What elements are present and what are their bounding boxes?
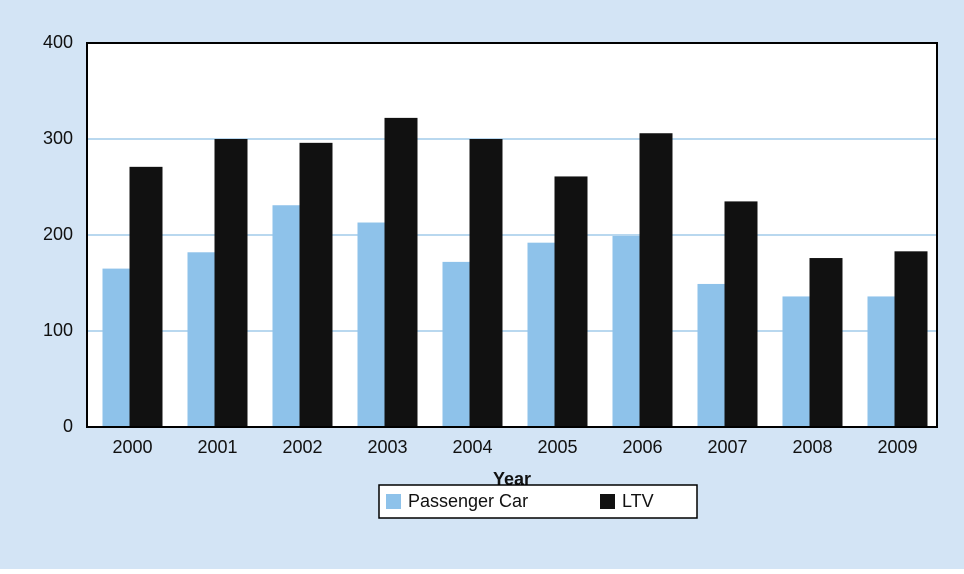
bar — [357, 222, 385, 427]
legend — [378, 484, 698, 519]
plot-border — [86, 42, 938, 428]
bar — [697, 283, 725, 427]
x-axis-label: Year — [493, 469, 531, 489]
x-tick-label: 2003 — [367, 437, 407, 457]
x-tick-label: 2006 — [622, 437, 662, 457]
bar — [272, 205, 300, 427]
legend-label: Passenger Car — [408, 491, 528, 511]
bar — [782, 296, 810, 427]
legend-label: LTV — [622, 491, 654, 511]
bar — [554, 176, 588, 427]
x-tick-label: 2005 — [537, 437, 577, 457]
x-tick-label: 2004 — [452, 437, 492, 457]
bar — [384, 117, 418, 427]
bar — [867, 296, 895, 427]
x-tick-label: 2000 — [112, 437, 152, 457]
x-tick-label: 2002 — [282, 437, 322, 457]
x-tick-label: 2008 — [792, 437, 832, 457]
bar — [469, 139, 503, 427]
y-tick-label: 200 — [43, 224, 73, 244]
y-tick-label: 0 — [63, 416, 73, 436]
x-tick-label: 2007 — [707, 437, 747, 457]
bar — [527, 242, 555, 427]
x-tick-label: 2001 — [197, 437, 237, 457]
y-tick-label: 100 — [43, 320, 73, 340]
y-tick-label: 400 — [43, 32, 73, 52]
legend-swatch — [600, 494, 615, 509]
bar — [187, 252, 215, 427]
bar — [299, 142, 333, 427]
x-tick-label: 2009 — [877, 437, 917, 457]
bar — [129, 166, 163, 427]
bar — [214, 139, 248, 427]
bar — [724, 201, 758, 427]
bar — [102, 268, 130, 427]
bar — [612, 235, 640, 427]
bar — [639, 133, 673, 428]
legend-swatch — [386, 494, 401, 509]
bar — [809, 258, 843, 427]
bar — [442, 261, 470, 427]
bar — [894, 251, 928, 427]
y-tick-label: 300 — [43, 128, 73, 148]
